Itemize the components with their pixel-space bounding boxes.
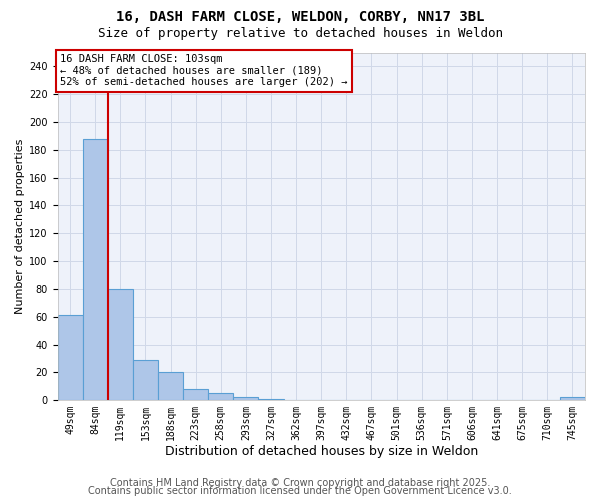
- Bar: [158, 372, 183, 400]
- Bar: [233, 398, 259, 400]
- Bar: [133, 360, 158, 400]
- Text: Contains HM Land Registry data © Crown copyright and database right 2025.: Contains HM Land Registry data © Crown c…: [110, 478, 490, 488]
- Bar: [208, 394, 233, 400]
- Bar: [259, 399, 284, 400]
- Text: 16, DASH FARM CLOSE, WELDON, CORBY, NN17 3BL: 16, DASH FARM CLOSE, WELDON, CORBY, NN17…: [116, 10, 484, 24]
- Text: Contains public sector information licensed under the Open Government Licence v3: Contains public sector information licen…: [88, 486, 512, 496]
- Bar: [83, 138, 108, 400]
- Text: 16 DASH FARM CLOSE: 103sqm
← 48% of detached houses are smaller (189)
52% of sem: 16 DASH FARM CLOSE: 103sqm ← 48% of deta…: [60, 54, 347, 88]
- Bar: [560, 398, 585, 400]
- Text: Size of property relative to detached houses in Weldon: Size of property relative to detached ho…: [97, 28, 503, 40]
- Bar: [108, 289, 133, 400]
- Bar: [58, 316, 83, 400]
- Bar: [183, 389, 208, 400]
- X-axis label: Distribution of detached houses by size in Weldon: Distribution of detached houses by size …: [164, 444, 478, 458]
- Y-axis label: Number of detached properties: Number of detached properties: [15, 138, 25, 314]
